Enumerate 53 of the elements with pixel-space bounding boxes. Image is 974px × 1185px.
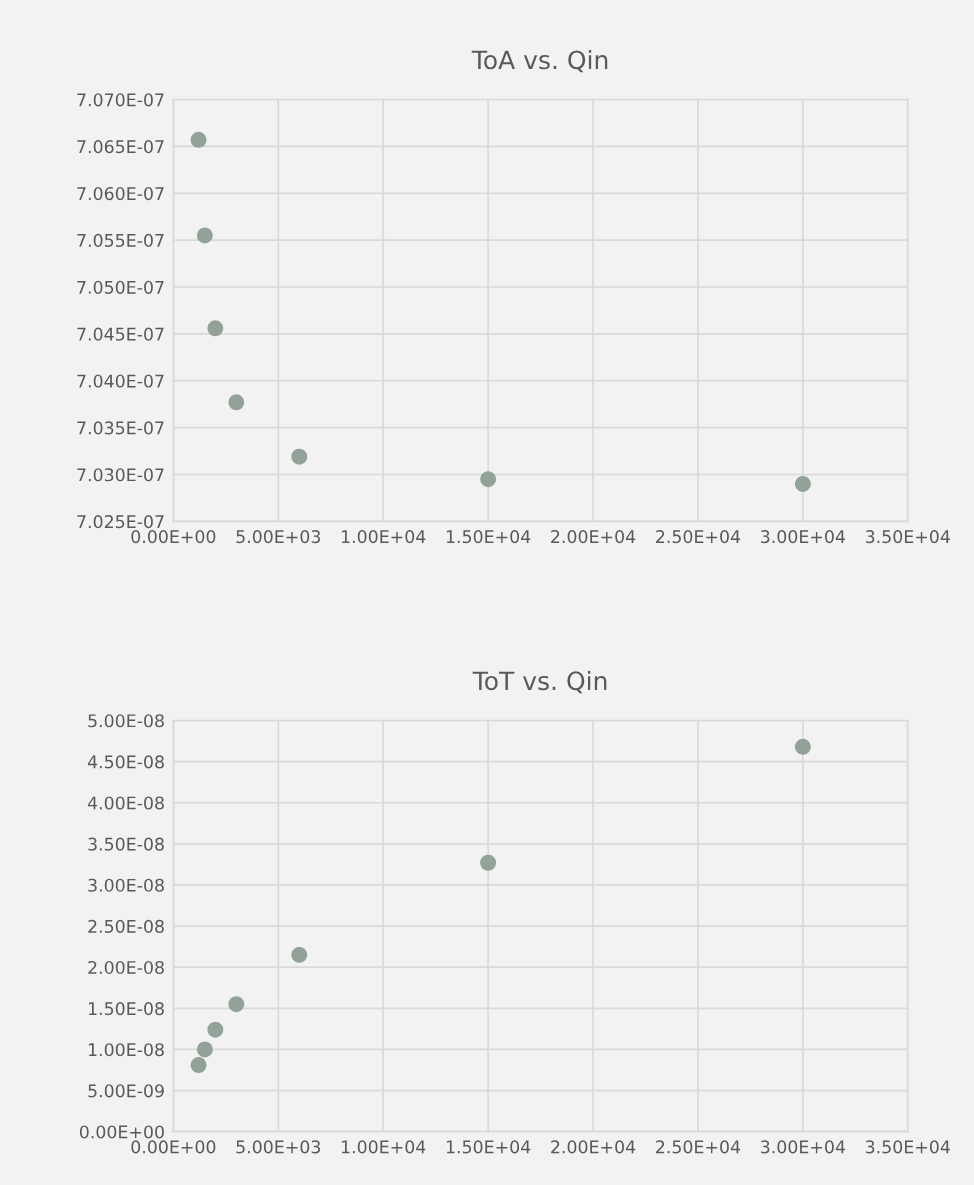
y-tick-label: 7.060E-07: [77, 187, 164, 201]
x-tick-label: 3.50E+04: [865, 530, 950, 544]
x-tick-label: 2.00E+04: [551, 530, 636, 544]
y-tick-label: 7.050E-07: [77, 280, 164, 294]
y-tick-label: 1.00E-08: [88, 1043, 164, 1057]
point: [228, 394, 245, 411]
y-tick-label: 2.50E-08: [88, 919, 164, 933]
y-tick-label: 7.070E-07: [77, 93, 164, 107]
y-tick-label: 3.00E-08: [88, 878, 164, 892]
y-tick-label: 4.00E-08: [87, 796, 164, 810]
x-tick-label: 5.00E+03: [236, 1140, 321, 1154]
x-tick-label: 0.00E+00: [131, 530, 216, 544]
y-tick-label: 4.50E-08: [87, 755, 164, 769]
point: [480, 854, 497, 871]
x-tick-label: 0.00E+00: [131, 1140, 216, 1154]
x-tick-label: 1.00E+04: [341, 530, 426, 544]
point: [196, 1041, 213, 1058]
chart-title: ToT vs. Qin: [472, 670, 607, 694]
point: [480, 471, 497, 488]
chart-title: ToA vs. Qin: [471, 49, 608, 73]
point: [207, 320, 224, 337]
point: [207, 1021, 224, 1038]
y-tick-label: 5.00E-08: [88, 714, 164, 728]
y-tick-label: 3.50E-08: [88, 837, 164, 851]
y-tick-label: 7.025E-07: [77, 515, 164, 529]
x-tick-label: 3.00E+04: [761, 1140, 846, 1154]
y-tick-label: 1.50E-08: [88, 1002, 164, 1016]
point: [794, 738, 811, 755]
point: [291, 448, 308, 465]
y-tick-label: 7.035E-07: [77, 421, 164, 435]
y-tick-label: 7.045E-07: [77, 327, 164, 341]
x-tick-label: 1.50E+04: [446, 530, 531, 544]
x-tick-label: 2.00E+04: [551, 1140, 636, 1154]
y-tick-label: 5.00E-09: [88, 1084, 164, 1098]
y-tick-label: 7.030E-07: [77, 468, 164, 482]
x-tick-label: 2.50E+04: [656, 1140, 741, 1154]
y-tick-label: 7.055E-07: [77, 233, 164, 247]
x-tick-label: 1.50E+04: [446, 1140, 531, 1154]
y-tick-label: 2.00E-08: [88, 960, 164, 975]
x-tick-label: 2.50E+04: [656, 530, 741, 544]
point: [190, 131, 207, 148]
point: [291, 946, 308, 963]
x-tick-label: 3.00E+04: [761, 530, 846, 544]
y-tick-label: 7.040E-07: [77, 374, 164, 388]
x-tick-label: 5.00E+03: [236, 530, 321, 544]
point: [228, 996, 245, 1013]
y-tick-label: 0.00E+00: [79, 1125, 164, 1139]
point: [196, 227, 213, 244]
x-tick-label: 1.00E+04: [341, 1140, 426, 1154]
point: [190, 1057, 207, 1074]
x-tick-label: 3.50E+04: [865, 1140, 950, 1154]
y-tick-label: 7.065E-07: [77, 140, 164, 154]
point: [794, 475, 811, 492]
